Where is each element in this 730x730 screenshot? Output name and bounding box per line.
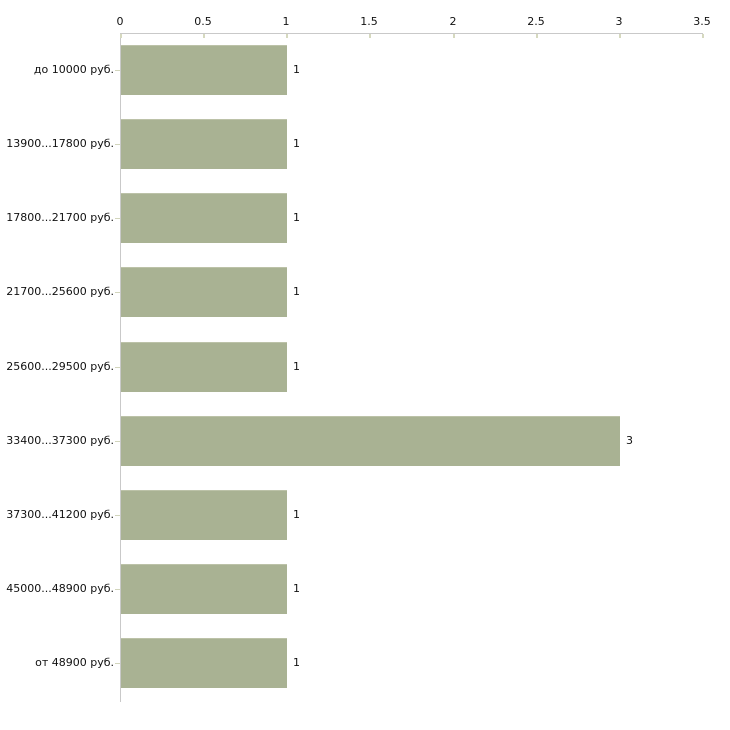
x-axis-tick [369, 34, 371, 38]
x-axis-tick [619, 34, 621, 38]
bar-value-label: 1 [293, 285, 300, 298]
bar [121, 638, 287, 688]
x-axis-tick [702, 34, 704, 38]
x-axis-tick [203, 34, 205, 38]
category-tick [115, 589, 120, 590]
category-tick [115, 292, 120, 293]
bar [121, 45, 287, 95]
category-label: 17800...21700 руб. [6, 211, 114, 224]
bar-value-label: 1 [293, 211, 300, 224]
bar-value-label: 1 [293, 63, 300, 76]
category-label: 25600...29500 руб. [6, 360, 114, 373]
bar [121, 119, 287, 169]
bar-value-label: 1 [293, 656, 300, 669]
category-tick [115, 441, 120, 442]
category-tick [115, 144, 120, 145]
bar-value-label: 1 [293, 582, 300, 595]
category-label: 45000...48900 руб. [6, 582, 114, 595]
x-axis-line [120, 33, 703, 34]
x-axis-tick-label: 0.5 [194, 15, 212, 28]
bar-value-label: 1 [293, 137, 300, 150]
category-tick [115, 663, 120, 664]
x-axis-tick [286, 34, 288, 38]
bar-value-label: 1 [293, 508, 300, 521]
y-axis-line [120, 33, 121, 702]
bar [121, 564, 287, 614]
category-label: 13900...17800 руб. [6, 137, 114, 150]
category-label: 33400...37300 руб. [6, 434, 114, 447]
bar [121, 267, 287, 317]
bar-value-label: 3 [626, 434, 633, 447]
x-axis-tick-label: 1 [282, 15, 290, 28]
category-label: 21700...25600 руб. [6, 285, 114, 298]
x-axis-tick-label: 0 [116, 15, 124, 28]
category-tick [115, 70, 120, 71]
bar [121, 490, 287, 540]
x-axis-tick [536, 34, 538, 38]
x-axis-tick-label: 3.5 [693, 15, 711, 28]
bar [121, 193, 287, 243]
bar [121, 342, 287, 392]
category-tick [115, 515, 120, 516]
bar-value-label: 1 [293, 360, 300, 373]
category-label: 37300...41200 руб. [6, 508, 114, 521]
category-label: от 48900 руб. [35, 656, 114, 669]
x-axis-tick-label: 2 [449, 15, 457, 28]
category-tick [115, 218, 120, 219]
x-axis-tick-label: 3 [615, 15, 623, 28]
category-label: до 10000 руб. [33, 63, 114, 76]
x-axis-tick [453, 34, 455, 38]
x-axis-tick-label: 1.5 [360, 15, 378, 28]
x-axis-tick-label: 2.5 [527, 15, 545, 28]
bar [121, 416, 620, 466]
category-tick [115, 367, 120, 368]
x-axis-tick [120, 34, 122, 38]
